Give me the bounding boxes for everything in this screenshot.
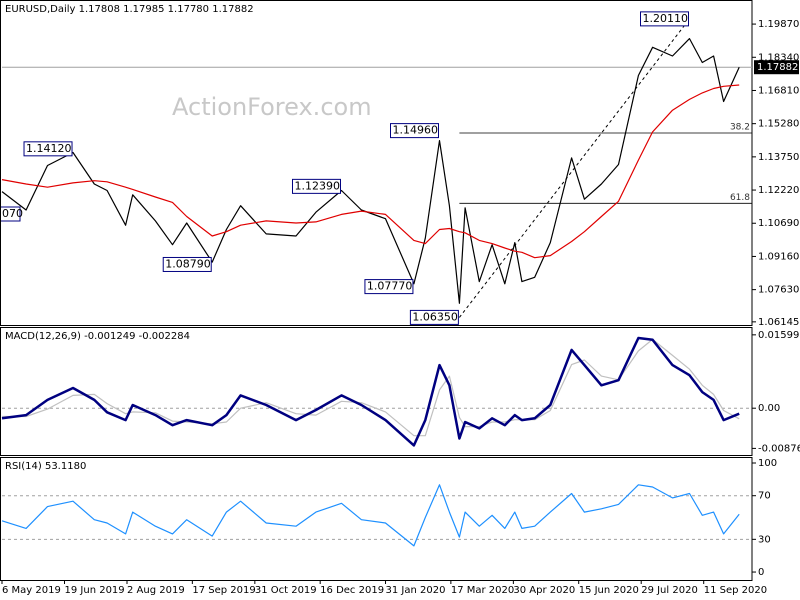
y-tick-label: 1.07630 xyxy=(758,285,799,296)
series-line xyxy=(1,484,740,547)
y-tick-label: 70 xyxy=(758,491,771,502)
price-label: 1.08790 xyxy=(165,257,211,270)
y-tick-label: 0 xyxy=(758,567,764,578)
price-label-box xyxy=(23,141,73,157)
price-label: 1.14120 xyxy=(26,142,72,155)
panel-frame xyxy=(0,457,753,581)
last-price-label: 1.17882 xyxy=(757,62,798,73)
y-tick-label: 0.015991 xyxy=(758,330,800,341)
x-tick-label: 29 Jul 2020 xyxy=(641,585,698,596)
x-tick-label: 15 Jun 2020 xyxy=(579,585,639,596)
panel-title: EURUSD,Daily 1.17808 1.17985 1.17780 1.1… xyxy=(5,4,254,15)
x-tick-label: 16 Dec 2019 xyxy=(320,585,384,596)
price-label: 1.20110 xyxy=(643,12,689,25)
fib-label: 38.2 xyxy=(730,122,750,132)
price-label-box xyxy=(291,178,341,194)
y-tick-label: 1.19870 xyxy=(758,19,799,30)
fib-label: 61.8 xyxy=(730,193,750,203)
panel-frame xyxy=(0,327,753,456)
x-tick-label: 6 May 2019 xyxy=(2,585,61,596)
y-tick-label: 1.18340 xyxy=(758,52,799,63)
y-tick-label: 30 xyxy=(758,534,771,545)
x-tick-label: 17 Mar 2020 xyxy=(451,585,514,596)
y-tick-label: 1.12220 xyxy=(758,185,799,196)
series-line xyxy=(2,338,740,437)
x-tick-label: 31 Oct 2019 xyxy=(255,585,317,596)
panel-title: RSI(14) 53.1180 xyxy=(5,461,86,472)
x-tick-label: 30 Apr 2020 xyxy=(513,585,575,596)
price-label: 1.06350 xyxy=(412,310,458,323)
y-tick-label: 1.06145 xyxy=(758,317,799,328)
price-label-box xyxy=(364,279,414,295)
watermark: ActionForex.com xyxy=(172,93,372,121)
y-tick-label: 1.10690 xyxy=(758,218,799,229)
y-tick-label: 100 xyxy=(758,458,777,469)
series-line xyxy=(1,38,740,304)
price-label-box xyxy=(409,309,459,325)
panel-title: MACD(12,26,9) -0.001249 -0.002284 xyxy=(5,331,190,342)
trend-line xyxy=(458,18,690,318)
y-tick-label: 1.16810 xyxy=(758,85,799,96)
x-tick-label: 19 Jun 2019 xyxy=(65,585,125,596)
y-tick-label: -0.00876 xyxy=(758,443,800,454)
y-tick-label: 0.00 xyxy=(758,403,780,414)
price-label: 1.14960 xyxy=(393,124,439,137)
y-tick-label: 1.13750 xyxy=(758,152,799,163)
price-label: 1.07770 xyxy=(367,280,413,293)
x-tick-label: 31 Jan 2020 xyxy=(386,585,446,596)
panel-frame xyxy=(0,0,753,326)
partial-label-box xyxy=(0,206,21,222)
y-tick-label: 1.15280 xyxy=(758,119,799,130)
price-label-box xyxy=(162,256,212,272)
x-tick-label: 11 Sep 2020 xyxy=(704,585,767,596)
x-tick-label: 17 Sep 2019 xyxy=(192,585,255,596)
price-label-box xyxy=(640,11,689,27)
partial-label: 070 xyxy=(2,207,23,220)
x-tick-label: 2 Aug 2019 xyxy=(127,585,185,596)
price-label: 1.12390 xyxy=(294,179,340,192)
last-price-box xyxy=(754,60,799,75)
y-tick-label: 1.09160 xyxy=(758,251,799,262)
series-line xyxy=(1,84,740,259)
price-label-box xyxy=(390,123,439,139)
series-line xyxy=(1,336,740,447)
